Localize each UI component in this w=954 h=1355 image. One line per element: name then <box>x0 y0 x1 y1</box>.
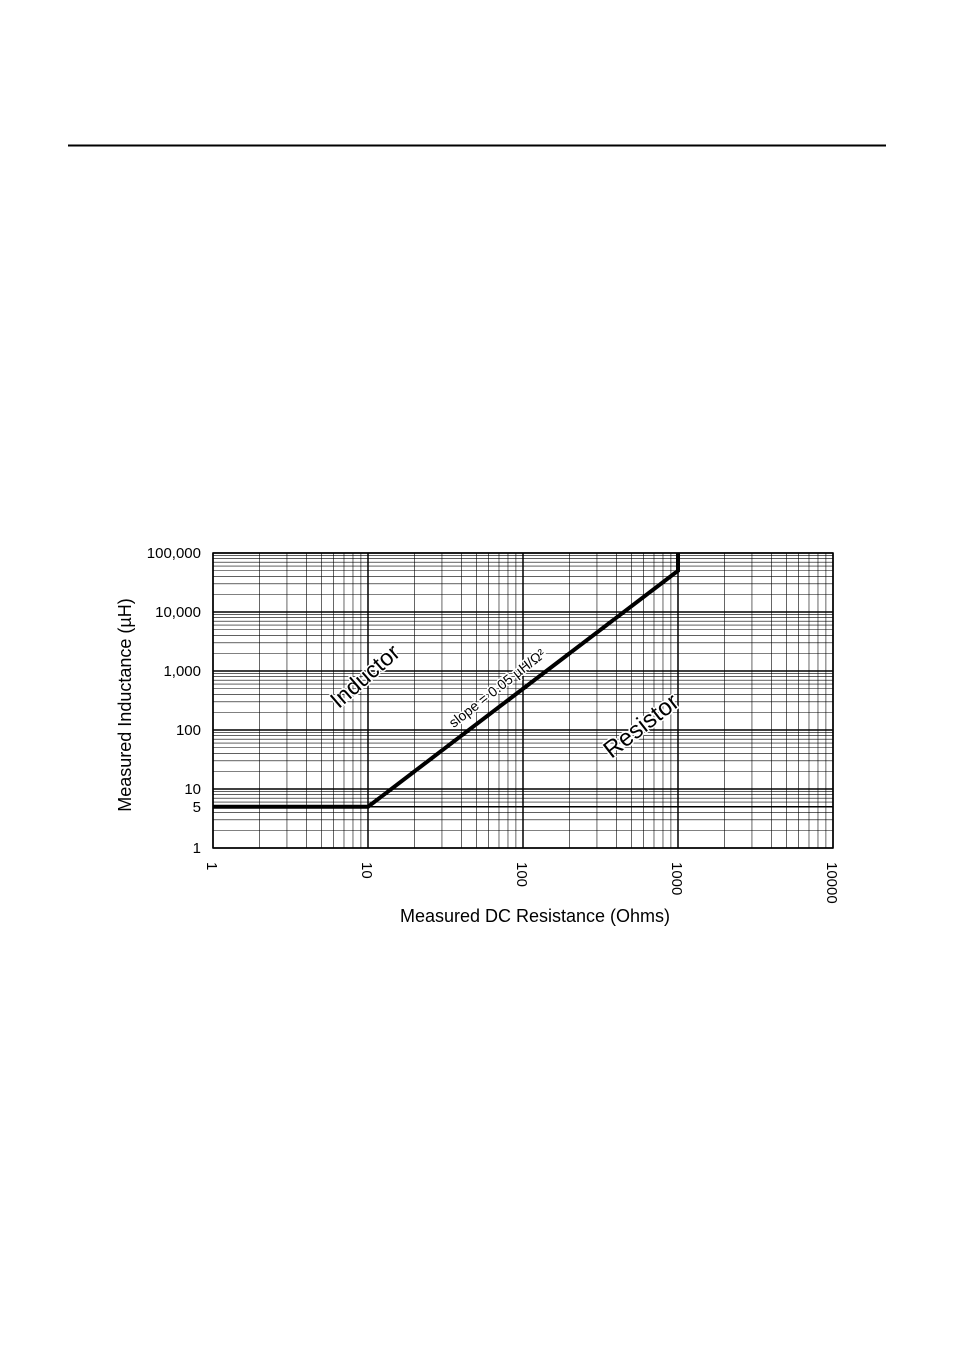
y-tick-label: 1 <box>193 840 201 857</box>
x-axis-label: Measured DC Resistance (Ohms) <box>400 906 670 926</box>
y-axis-label: Measured Inductance (µH) <box>115 598 135 811</box>
grid <box>212 552 834 849</box>
boundary-line <box>213 553 680 809</box>
y-tick-label: 100,000 <box>147 545 201 562</box>
plot-frame <box>212 552 834 849</box>
y-tick-label: 10,000 <box>155 604 201 621</box>
y-tick-label: 5 <box>193 799 201 816</box>
x-tick-label: 1000 <box>668 862 685 895</box>
y-tick-label: 10 <box>184 781 201 798</box>
x-tick-label: 100 <box>513 862 530 887</box>
y-tick-label: 100 <box>176 722 201 739</box>
x-tick-label: 10000 <box>823 862 840 904</box>
x-tick-label: 10 <box>358 862 375 879</box>
x-tick-label: 1 <box>203 862 220 870</box>
annotation: Resistor <box>598 688 684 763</box>
y-tick-label: 1,000 <box>163 663 201 680</box>
